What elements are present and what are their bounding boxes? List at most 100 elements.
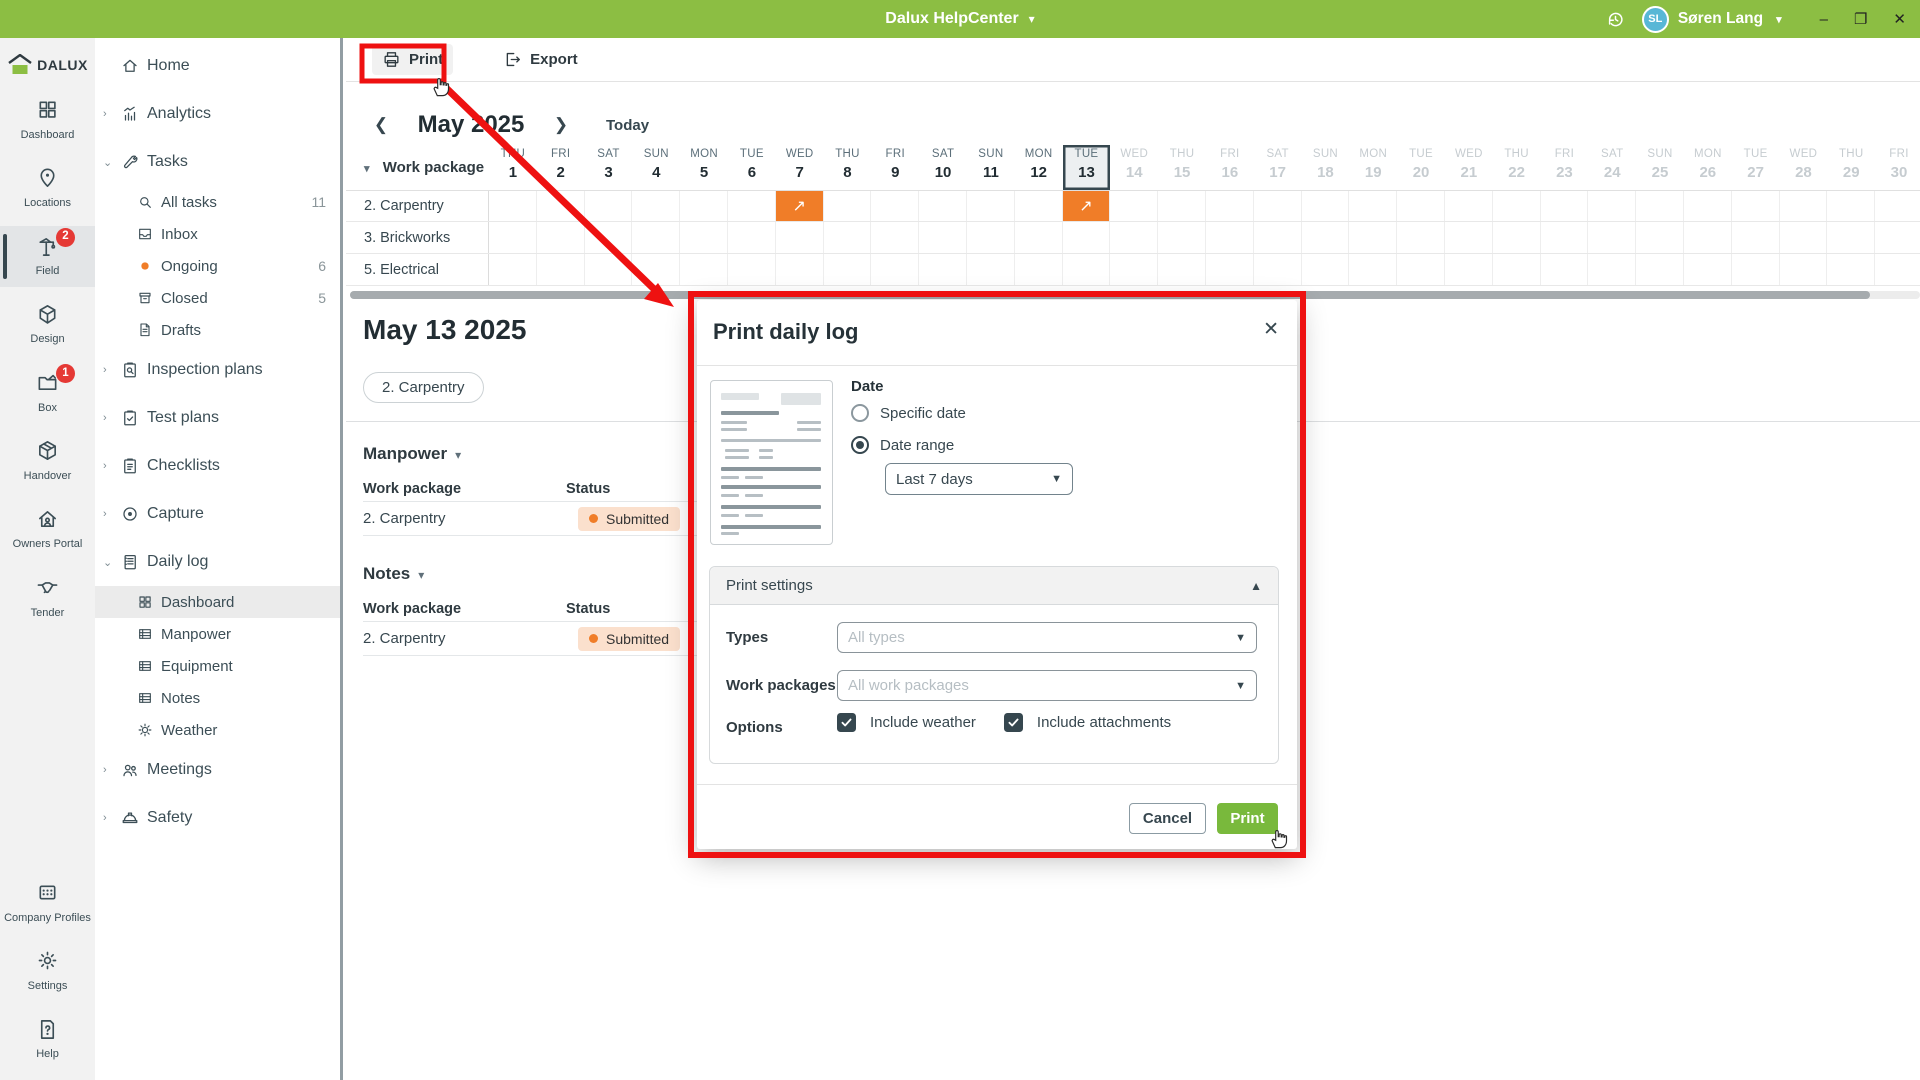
gantt-cell[interactable] bbox=[1206, 222, 1254, 253]
gantt-cell[interactable] bbox=[1254, 191, 1302, 221]
gantt-cell[interactable] bbox=[1063, 254, 1111, 285]
gantt-cell[interactable] bbox=[489, 191, 537, 221]
rail-item-box[interactable]: Box 1 bbox=[0, 362, 95, 423]
work-package-name[interactable]: 5. Electrical bbox=[346, 254, 489, 285]
gantt-cell[interactable] bbox=[1827, 222, 1876, 253]
rail-item-company-profiles[interactable]: Company Profiles bbox=[0, 872, 95, 933]
gantt-cell[interactable] bbox=[1015, 191, 1063, 221]
sidebar-item-analytics[interactable]: › Analytics bbox=[95, 90, 340, 138]
log-entry-cell[interactable]: ↗ bbox=[775, 191, 824, 221]
print-toolbar-button[interactable]: Print bbox=[372, 44, 454, 75]
gantt-cell[interactable] bbox=[919, 222, 967, 253]
gantt-cell[interactable] bbox=[824, 222, 872, 253]
gantt-cell[interactable] bbox=[680, 191, 728, 221]
sidebar-item-inspection-plans[interactable]: › Inspection plans bbox=[95, 346, 340, 394]
rail-item-dashboard[interactable]: Dashboard bbox=[0, 89, 95, 150]
rail-item-tender[interactable]: Tender bbox=[0, 567, 95, 628]
day-column-25[interactable]: SUN 25 bbox=[1647, 148, 1673, 181]
gantt-cell[interactable] bbox=[1732, 191, 1780, 221]
gantt-cell[interactable] bbox=[728, 254, 776, 285]
table-row[interactable]: 2. Carpentry Submitted bbox=[363, 622, 698, 656]
day-column-22[interactable]: THU 22 bbox=[1504, 148, 1529, 181]
rail-item-settings[interactable]: Settings bbox=[0, 940, 95, 1001]
print-settings-header[interactable]: Print settings ▲ bbox=[710, 567, 1278, 605]
gantt-cell[interactable] bbox=[967, 191, 1015, 221]
day-column-9[interactable]: FRI 9 bbox=[885, 148, 905, 181]
section-title[interactable]: Notes ▾ bbox=[363, 564, 425, 583]
gantt-cell[interactable] bbox=[1445, 222, 1493, 253]
gantt-cell[interactable] bbox=[871, 254, 920, 285]
gantt-cell[interactable] bbox=[1588, 191, 1637, 221]
gantt-cell[interactable] bbox=[537, 191, 585, 221]
gantt-cell[interactable] bbox=[1302, 222, 1350, 253]
gantt-cell[interactable] bbox=[1349, 254, 1398, 285]
horizontal-scrollbar[interactable] bbox=[350, 291, 1920, 299]
sidebar-item-ongoing[interactable]: Ongoing 6 bbox=[95, 250, 340, 282]
sidebar-item-daily-log[interactable]: ⌄ Daily log bbox=[95, 538, 340, 586]
gantt-cell[interactable] bbox=[1827, 254, 1876, 285]
sidebar-item-inbox[interactable]: Inbox bbox=[95, 218, 340, 250]
date-range-radio[interactable]: Date range bbox=[851, 436, 954, 454]
day-column-6[interactable]: TUE 6 bbox=[739, 148, 764, 181]
day-column-2[interactable]: FRI 2 bbox=[550, 148, 571, 181]
gantt-cell[interactable] bbox=[1636, 191, 1684, 221]
gantt-cell[interactable] bbox=[967, 222, 1015, 253]
scrollbar-thumb[interactable] bbox=[350, 291, 1870, 299]
day-column-26[interactable]: MON 26 bbox=[1693, 148, 1722, 181]
day-column-13[interactable]: TUE 13 bbox=[1062, 145, 1111, 190]
gantt-cell[interactable] bbox=[1780, 191, 1828, 221]
gantt-cell[interactable] bbox=[1636, 254, 1684, 285]
app-title[interactable]: Dalux HelpCenter ▾ bbox=[0, 10, 1920, 28]
sidebar-item-all-tasks[interactable]: All tasks 11 bbox=[95, 186, 340, 218]
day-column-17[interactable]: SAT 17 bbox=[1266, 148, 1289, 181]
gantt-cell[interactable] bbox=[1875, 254, 1920, 285]
day-column-24[interactable]: SAT 24 bbox=[1601, 148, 1624, 181]
gantt-cell[interactable] bbox=[1780, 254, 1828, 285]
prev-month-button[interactable]: ❮ bbox=[373, 115, 389, 134]
day-column-10[interactable]: SAT 10 bbox=[931, 148, 955, 181]
close-icon[interactable]: ✕ bbox=[1263, 319, 1279, 340]
sidebar-item-equipment[interactable]: Equipment bbox=[95, 650, 340, 682]
gantt-cell[interactable] bbox=[632, 254, 681, 285]
gantt-cell[interactable] bbox=[1158, 191, 1206, 221]
day-column-11[interactable]: SUN 11 bbox=[978, 148, 1004, 181]
rail-item-locations[interactable]: Locations bbox=[0, 157, 95, 218]
close-button[interactable]: ✕ bbox=[1893, 11, 1906, 28]
gantt-cell[interactable] bbox=[1206, 191, 1254, 221]
gantt-cell[interactable] bbox=[1684, 191, 1732, 221]
gantt-cell[interactable] bbox=[776, 222, 824, 253]
gantt-cell[interactable] bbox=[1254, 222, 1302, 253]
gantt-cell[interactable] bbox=[1206, 254, 1254, 285]
gantt-cell[interactable] bbox=[871, 191, 920, 221]
gantt-cell[interactable] bbox=[1110, 191, 1159, 221]
gantt-cell[interactable] bbox=[1110, 222, 1159, 253]
gantt-cell[interactable] bbox=[1493, 254, 1541, 285]
gantt-cell[interactable] bbox=[1445, 254, 1493, 285]
sidebar-item-notes[interactable]: Notes bbox=[95, 682, 340, 714]
gantt-cell[interactable] bbox=[1780, 222, 1828, 253]
export-toolbar-button[interactable]: Export bbox=[493, 44, 588, 75]
gantt-cell[interactable] bbox=[1397, 191, 1445, 221]
rail-item-help[interactable]: Help bbox=[0, 1009, 95, 1070]
work-package-name[interactable]: 3. Brickworks bbox=[346, 222, 489, 253]
gantt-cell[interactable] bbox=[1732, 254, 1780, 285]
gantt-cell[interactable] bbox=[1875, 191, 1920, 221]
day-column-16[interactable]: FRI 16 bbox=[1220, 148, 1240, 181]
sidebar-item-closed[interactable]: Closed 5 bbox=[95, 282, 340, 314]
sidebar-item-test-plans[interactable]: › Test plans bbox=[95, 394, 340, 442]
gantt-cell[interactable] bbox=[1588, 222, 1637, 253]
sidebar-item-capture[interactable]: › Capture bbox=[95, 490, 340, 538]
gantt-cell[interactable] bbox=[1541, 254, 1589, 285]
table-row[interactable]: 2. Carpentry Submitted bbox=[363, 502, 698, 536]
gantt-cell[interactable] bbox=[585, 222, 633, 253]
gantt-cell[interactable] bbox=[1158, 254, 1206, 285]
sidebar-item-safety[interactable]: › Safety bbox=[95, 794, 340, 842]
day-column-21[interactable]: WED 21 bbox=[1454, 148, 1483, 181]
sidebar-item-tasks[interactable]: ⌄ Tasks bbox=[95, 138, 340, 186]
gantt-cell[interactable] bbox=[1493, 191, 1541, 221]
day-column-29[interactable]: THU 29 bbox=[1838, 148, 1864, 181]
day-column-14[interactable]: WED 14 bbox=[1120, 148, 1149, 181]
rail-item-handover[interactable]: Handover bbox=[0, 430, 95, 491]
sidebar-item-checklists[interactable]: › Checklists bbox=[95, 442, 340, 490]
day-column-30[interactable]: FRI 30 bbox=[1889, 148, 1909, 181]
